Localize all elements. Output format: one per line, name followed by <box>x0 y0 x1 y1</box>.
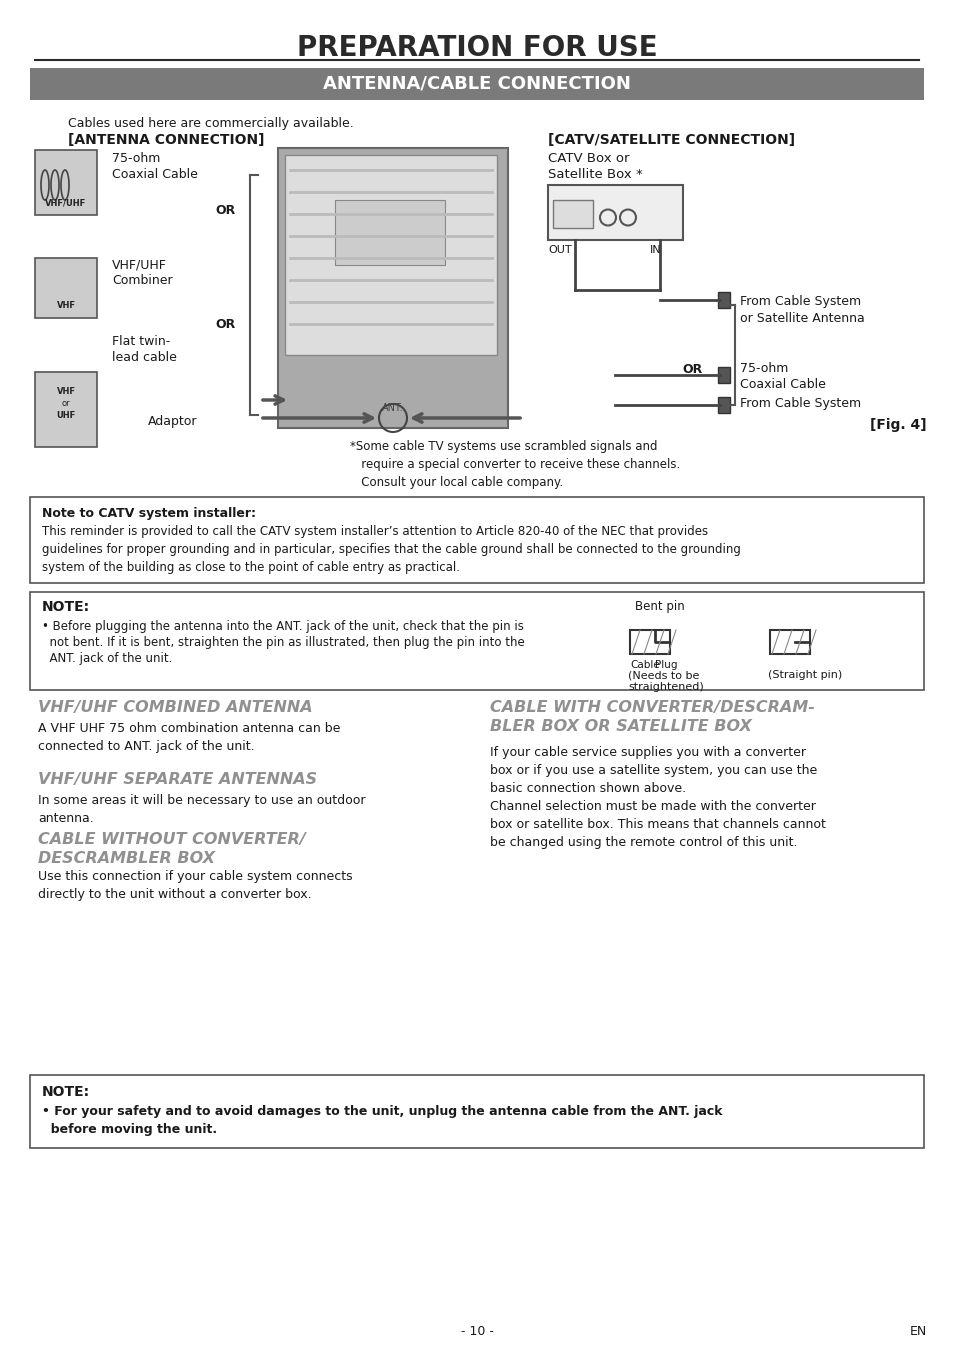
Text: VHF/UHF
Combiner: VHF/UHF Combiner <box>112 257 172 287</box>
Text: OUT: OUT <box>547 245 571 255</box>
Text: ANTENNA/CABLE CONNECTION: ANTENNA/CABLE CONNECTION <box>323 75 630 93</box>
Text: *Some cable TV systems use scrambled signals and
   require a special converter : *Some cable TV systems use scrambled sig… <box>350 439 679 489</box>
Text: IN: IN <box>649 245 661 255</box>
Text: [ANTENNA CONNECTION]: [ANTENNA CONNECTION] <box>68 133 264 147</box>
Text: From Cable System
or Satellite Antenna: From Cable System or Satellite Antenna <box>740 295 863 325</box>
Text: UHF: UHF <box>56 411 75 421</box>
Text: ANT. jack of the unit.: ANT. jack of the unit. <box>42 652 172 665</box>
Text: VHF/UHF COMBINED ANTENNA: VHF/UHF COMBINED ANTENNA <box>38 700 313 714</box>
Bar <box>718 367 729 383</box>
Text: 75-ohm
Coaxial Cable: 75-ohm Coaxial Cable <box>112 152 197 181</box>
Text: From Cable System: From Cable System <box>740 398 861 410</box>
Bar <box>769 630 809 654</box>
Bar <box>35 150 97 214</box>
Text: • Before plugging the antenna into the ANT. jack of the unit, check that the pin: • Before plugging the antenna into the A… <box>42 620 523 634</box>
Text: [CATV/SATELLITE CONNECTION]: [CATV/SATELLITE CONNECTION] <box>547 133 794 147</box>
Bar <box>35 257 97 318</box>
Text: CABLE WITH CONVERTER/DESCRAM-
BLER BOX OR SATELLITE BOX: CABLE WITH CONVERTER/DESCRAM- BLER BOX O… <box>490 700 814 733</box>
Text: 75-ohm
Coaxial Cable: 75-ohm Coaxial Cable <box>740 363 825 391</box>
Text: not bent. If it is bent, straighten the pin as illustrated, then plug the pin in: not bent. If it is bent, straighten the … <box>42 636 524 648</box>
Text: Flat twin-
lead cable: Flat twin- lead cable <box>112 336 176 364</box>
Text: NOTE:: NOTE: <box>42 1085 90 1099</box>
Text: Cable: Cable <box>629 661 659 670</box>
Text: Bent pin: Bent pin <box>635 600 684 613</box>
Bar <box>718 398 729 412</box>
Text: Adaptor: Adaptor <box>148 415 197 429</box>
Bar <box>718 293 729 307</box>
Text: VHF/UHF SEPARATE ANTENNAS: VHF/UHF SEPARATE ANTENNAS <box>38 772 316 787</box>
Text: OR: OR <box>681 363 701 376</box>
Bar <box>30 497 923 582</box>
Text: ANT.: ANT. <box>382 403 403 412</box>
Bar <box>30 592 923 690</box>
Bar <box>553 200 593 228</box>
Text: CATV Box or
Satellite Box *: CATV Box or Satellite Box * <box>547 152 642 182</box>
Text: • For your safety and to avoid damages to the unit, unplug the antenna cable fro: • For your safety and to avoid damages t… <box>42 1105 721 1136</box>
Text: Plug: Plug <box>655 661 677 670</box>
Text: This reminder is provided to call the CATV system installer’s attention to Artic: This reminder is provided to call the CA… <box>42 524 740 574</box>
Text: A VHF UHF 75 ohm combination antenna can be
connected to ANT. jack of the unit.: A VHF UHF 75 ohm combination antenna can… <box>38 723 340 754</box>
Bar <box>547 185 682 240</box>
Bar <box>30 1074 923 1148</box>
Text: [Fig. 4]: [Fig. 4] <box>869 418 925 431</box>
Text: If your cable service supplies you with a converter
box or if you use a satellit: If your cable service supplies you with … <box>490 745 825 849</box>
Text: CABLE WITHOUT CONVERTER/
DESCRAMBLER BOX: CABLE WITHOUT CONVERTER/ DESCRAMBLER BOX <box>38 832 305 865</box>
Text: OR: OR <box>214 318 235 332</box>
Text: Note to CATV system installer:: Note to CATV system installer: <box>42 507 255 520</box>
Text: Use this connection if your cable system connects
directly to the unit without a: Use this connection if your cable system… <box>38 869 353 900</box>
Text: In some areas it will be necessary to use an outdoor
antenna.: In some areas it will be necessary to us… <box>38 794 365 825</box>
Text: (Needs to be
straightened): (Needs to be straightened) <box>627 670 703 693</box>
Bar <box>30 67 923 100</box>
Text: EN: EN <box>909 1325 926 1339</box>
Text: or: or <box>62 399 71 408</box>
Bar <box>285 155 497 355</box>
Text: VHF: VHF <box>56 387 75 396</box>
Bar <box>629 630 669 654</box>
Text: OR: OR <box>214 204 235 217</box>
Text: - 10 -: - 10 - <box>460 1325 493 1339</box>
Text: Cables used here are commercially available.: Cables used here are commercially availa… <box>68 117 354 129</box>
Bar <box>277 148 507 429</box>
Text: (Straight pin): (Straight pin) <box>767 670 841 679</box>
Text: PREPARATION FOR USE: PREPARATION FOR USE <box>296 34 657 62</box>
Text: NOTE:: NOTE: <box>42 600 90 613</box>
Text: VHF: VHF <box>56 301 75 310</box>
Bar <box>335 200 444 266</box>
Bar <box>35 372 97 448</box>
Text: VHF/UHF: VHF/UHF <box>46 198 87 208</box>
